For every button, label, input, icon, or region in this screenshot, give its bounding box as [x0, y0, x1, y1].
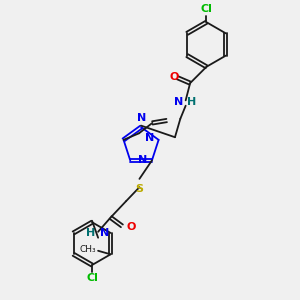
Text: O: O — [126, 222, 135, 232]
Text: N: N — [100, 228, 109, 238]
Text: H: H — [187, 97, 196, 106]
Text: N: N — [145, 134, 154, 143]
Text: N: N — [138, 155, 148, 166]
Text: Cl: Cl — [86, 273, 98, 283]
Text: S: S — [135, 184, 143, 194]
Text: CH₃: CH₃ — [80, 245, 96, 254]
Text: Cl: Cl — [200, 4, 212, 14]
Text: N: N — [174, 97, 183, 106]
Text: N: N — [137, 113, 146, 123]
Text: H: H — [86, 228, 96, 238]
Text: O: O — [169, 72, 178, 82]
